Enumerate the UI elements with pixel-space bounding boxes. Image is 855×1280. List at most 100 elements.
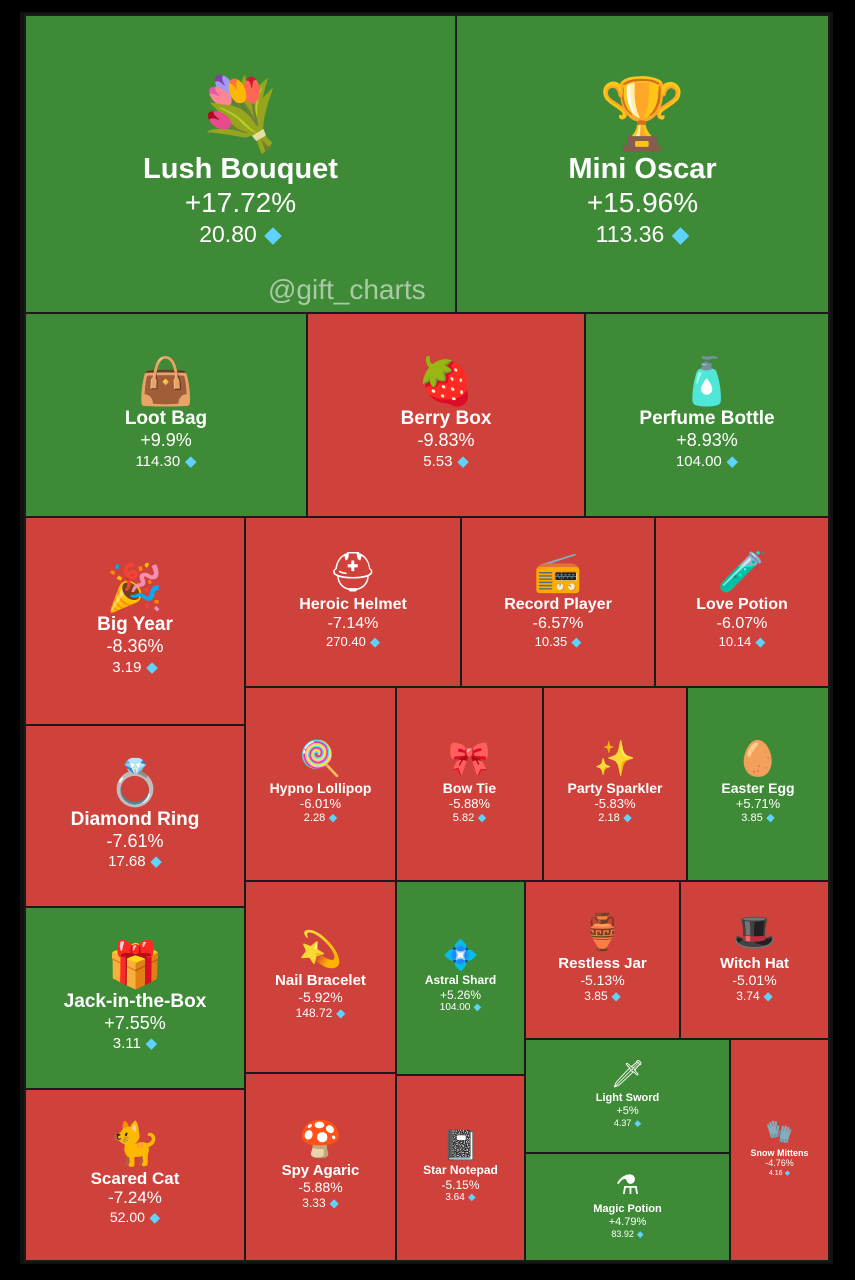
diamond-icon: ◆ xyxy=(141,657,158,676)
tile-perfume-bottle[interactable]: 🧴 Perfume Bottle +8.93% 104.00 ◆ xyxy=(584,312,830,518)
diamond-icon: ◆ xyxy=(631,1119,642,1130)
change-percent: +5.71% xyxy=(735,795,781,811)
tile-witch-hat[interactable]: 🎩 Witch Hat -5.01% 3.74 ◆ xyxy=(679,880,830,1040)
diamond-icon: ◆ xyxy=(721,451,739,470)
diamond-icon: ◆ xyxy=(759,989,773,1004)
change-percent: -5.01% xyxy=(732,972,777,989)
gift-icon: 🗡 xyxy=(610,1059,645,1091)
price-row: 3.11 ◆ xyxy=(113,1034,157,1054)
tile-star-notepad[interactable]: 📓 Star Notepad -5.15% 3.64 ◆ xyxy=(395,1074,526,1262)
diamond-icon: ◆ xyxy=(144,1209,161,1226)
gift-name: Spy Agaric xyxy=(281,1161,360,1179)
change-percent: -5.13% xyxy=(580,972,625,989)
diamond-icon: ◆ xyxy=(140,1034,158,1053)
change-percent: +17.72% xyxy=(184,187,297,218)
tile-scared-cat[interactable]: 🐈 Scared Cat -7.24% 52.00 ◆ xyxy=(24,1088,246,1262)
price-row: 3.85 ◆ xyxy=(584,989,620,1004)
gift-name: Witch Hat xyxy=(719,954,790,972)
price-value: 4.16 xyxy=(768,1169,783,1177)
tile-easter-egg[interactable]: 🥚 Easter Egg +5.71% 3.85 ◆ xyxy=(686,686,830,882)
price-row: 52.00 ◆ xyxy=(110,1209,160,1228)
price-row: 2.28 ◆ xyxy=(304,811,337,826)
gift-icon: 👜 xyxy=(137,354,195,409)
diamond-icon: ◆ xyxy=(325,811,338,825)
diamond-icon: ◆ xyxy=(332,1006,346,1021)
tile-party-sparkler[interactable]: ✨ Party Sparkler -5.83% 2.18 ◆ xyxy=(542,686,688,882)
gift-icon: 🎩 xyxy=(732,912,777,953)
price-row: 113.36 ◆ xyxy=(596,220,690,250)
price-value: 83.92 xyxy=(611,1229,634,1240)
diamond-icon: ◆ xyxy=(762,811,775,825)
diamond-icon: ◆ xyxy=(452,451,469,470)
change-percent: -6.01% xyxy=(299,795,342,811)
price-value: 52.00 xyxy=(109,1208,145,1225)
tile-spy-agaric[interactable]: 🍄 Spy Agaric -5.88% 3.33 ◆ xyxy=(244,1072,397,1262)
watermark: @gift_charts xyxy=(268,274,426,305)
gift-icon: 🏺 xyxy=(580,912,625,953)
tile-jack-in-the-box[interactable]: 🎁 Jack-in-the-Box +7.55% 3.11 ◆ xyxy=(24,906,246,1090)
gift-name: Heroic Helmet xyxy=(299,596,407,614)
tile-light-sword[interactable]: 🗡 Light Sword +5% 4.37 ◆ xyxy=(524,1038,731,1154)
change-percent: +7.55% xyxy=(104,1012,166,1033)
change-percent: -6.57% xyxy=(532,615,584,633)
tile-diamond-ring[interactable]: 💍 Diamond Ring -7.61% 17.68 ◆ xyxy=(24,724,246,908)
price-value: 5.53 xyxy=(423,452,453,470)
price-row: 2.18 ◆ xyxy=(598,811,631,826)
tile-big-year[interactable]: 🎉 Big Year -8.36% 3.19 ◆ xyxy=(24,516,246,726)
tile-mini-oscar[interactable]: 🏆 Mini Oscar +15.96% 113.36 ◆ xyxy=(455,14,830,314)
diamond-icon: ◆ xyxy=(607,989,621,1004)
tile-astral-shard[interactable]: 💠 Astral Shard +5.26% 104.00 ◆ xyxy=(395,880,526,1076)
change-percent: -8.36% xyxy=(106,636,164,657)
diamond-icon: ◆ xyxy=(464,1192,476,1204)
tile-hypno-lollipop[interactable]: 🍭 Hypno Lollipop -6.01% 2.28 ◆ xyxy=(244,686,397,882)
price-row: 3.19 ◆ xyxy=(112,658,158,678)
price-value: 3.85 xyxy=(741,812,763,825)
gift-name: Astral Shard xyxy=(424,973,497,988)
tile-lush-bouquet[interactable]: 💐 Lush Bouquet +17.72% 20.80 ◆ xyxy=(24,14,457,314)
gift-icon: 🧪 xyxy=(717,550,767,596)
change-percent: -5.88% xyxy=(298,1179,343,1196)
tile-restless-jar[interactable]: 🏺 Restless Jar -5.13% 3.85 ◆ xyxy=(524,880,681,1040)
tile-record-player[interactable]: 📻 Record Player -6.57% 10.35 ◆ xyxy=(460,516,656,688)
tile-bow-tie[interactable]: 🎀 Bow Tie -5.88% 5.82 ◆ xyxy=(395,686,544,882)
diamond-icon: ◆ xyxy=(180,451,197,470)
price-row: 3.64 ◆ xyxy=(445,1192,475,1205)
gift-icon: 📓 xyxy=(442,1128,479,1163)
diamond-icon: ◆ xyxy=(474,811,487,825)
diamond-icon: ◆ xyxy=(664,221,690,248)
gift-icon: 🧴 xyxy=(678,354,736,409)
gift-icon: 🧤 xyxy=(765,1119,794,1145)
diamond-icon: ◆ xyxy=(619,811,632,825)
gift-name: Mini Oscar xyxy=(568,152,717,185)
price-row: 114.30 ◆ xyxy=(135,452,196,472)
price-row: 148.72 ◆ xyxy=(296,1006,346,1021)
tile-berry-box[interactable]: 🍓 Berry Box -9.83% 5.53 ◆ xyxy=(306,312,586,518)
gift-name: Nail Bracelet xyxy=(275,971,366,989)
gift-name: Party Sparkler xyxy=(567,779,663,796)
diamond-icon: ◆ xyxy=(751,634,766,650)
gift-icon: 🍄 xyxy=(298,1119,343,1160)
price-value: 17.68 xyxy=(108,853,146,871)
price-value: 148.72 xyxy=(295,1006,333,1021)
gift-icon: 🍓 xyxy=(417,354,475,409)
price-value: 5.82 xyxy=(452,812,475,825)
price-value: 3.74 xyxy=(736,989,760,1004)
change-percent: +8.93% xyxy=(676,430,738,451)
change-percent: +15.96% xyxy=(586,187,699,218)
gift-icon: 🎉 xyxy=(106,560,164,615)
gift-icon: 🎁 xyxy=(106,937,164,991)
gift-name: Bow Tie xyxy=(442,779,497,796)
price-row: 83.92 ◆ xyxy=(611,1229,643,1241)
tile-snow-mittens[interactable]: 🧤 Snow Mittens -4.76% 4.16 ◆ xyxy=(729,1038,830,1262)
tile-loot-bag[interactable]: 👜 Loot Bag +9.9% 114.30 ◆ xyxy=(24,312,308,518)
diamond-icon: ◆ xyxy=(325,1196,339,1211)
tile-heroic-helmet[interactable]: ⛑ Heroic Helmet -7.14% 270.40 ◆ xyxy=(244,516,462,688)
change-percent: -9.83% xyxy=(417,430,475,451)
gift-icon: ✨ xyxy=(593,738,637,779)
tile-love-potion[interactable]: 🧪 Love Potion -6.07% 10.14 ◆ xyxy=(654,516,830,688)
tile-magic-potion[interactable]: ⚗ Magic Potion +4.79% 83.92 ◆ xyxy=(524,1152,731,1262)
price-row: 5.82 ◆ xyxy=(453,811,486,826)
tile-nail-bracelet[interactable]: 💫 Nail Bracelet -5.92% 148.72 ◆ xyxy=(244,880,397,1074)
change-percent: -7.14% xyxy=(327,615,379,633)
gift-icon: ⛑ xyxy=(328,550,378,596)
